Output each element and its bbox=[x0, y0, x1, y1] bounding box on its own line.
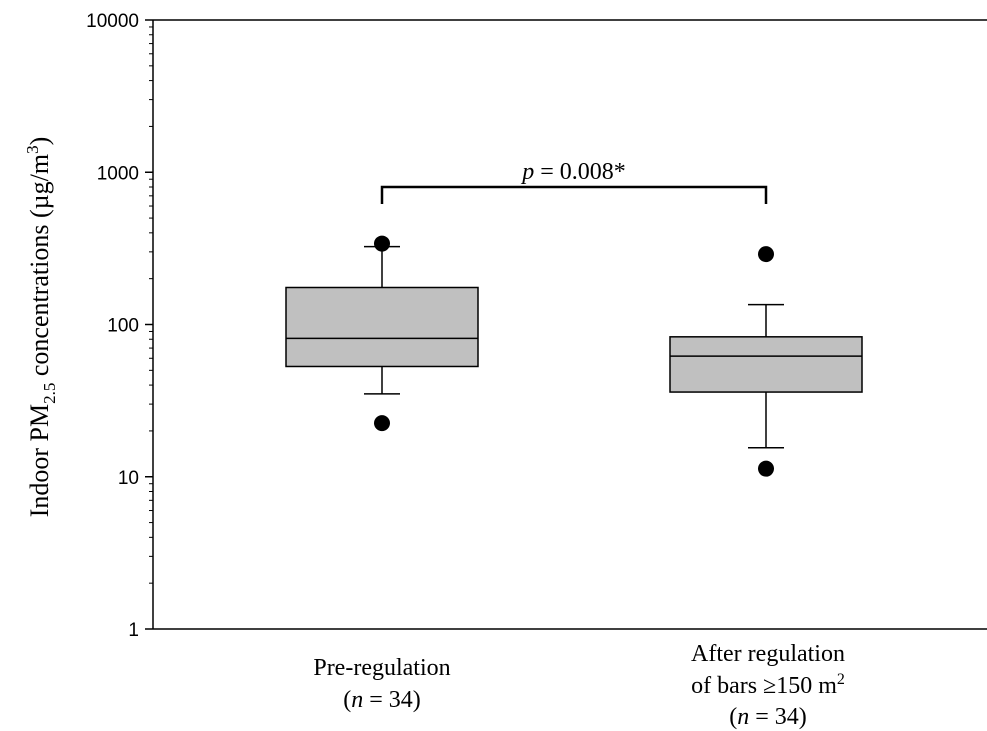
category-label-after-line2-sup: 2 bbox=[837, 671, 845, 688]
category-label-after-line1: After regulation bbox=[691, 641, 845, 667]
category-label-pre-n-symbol: n bbox=[351, 687, 363, 713]
y-tick-label: 100 bbox=[107, 316, 139, 337]
box-iqr bbox=[669, 336, 863, 393]
box-group bbox=[285, 235, 479, 432]
outlier-point bbox=[758, 246, 774, 263]
y-tick-label: 10 bbox=[118, 468, 139, 489]
y-axis-label-prefix: Indoor PM bbox=[25, 404, 54, 517]
category-label-after-line3: (n = 34) bbox=[729, 704, 807, 730]
y-axis-label: Indoor PM2.5 concentrations (µg/m3) bbox=[23, 137, 59, 518]
box-group bbox=[669, 246, 863, 477]
category-label-pre-line1: Pre-regulation bbox=[313, 655, 450, 681]
box-series bbox=[285, 235, 863, 477]
outlier-point bbox=[374, 235, 390, 252]
category-label-after-n-value: = 34) bbox=[749, 704, 807, 730]
p-value-text: = 0.008* bbox=[534, 159, 626, 185]
y-axis-ticks: 1 10 100 1000 10000 bbox=[86, 11, 153, 641]
category-label-after-line2: of bars ≥150 m2 bbox=[691, 671, 845, 699]
y-axis-label-subscript: 2.5 bbox=[40, 383, 59, 404]
outlier-point bbox=[374, 415, 390, 432]
y-tick-label: 1000 bbox=[97, 163, 139, 184]
box-iqr bbox=[285, 286, 479, 368]
category-label-after-n-symbol: n bbox=[737, 704, 749, 730]
x-axis-category-labels: Pre-regulation (n = 34) After regulation… bbox=[313, 641, 845, 730]
category-label-pre-n-value: = 34) bbox=[363, 687, 421, 713]
category-label-after-line2-text: of bars ≥150 m bbox=[691, 673, 837, 699]
y-axis-label-suffix: ) bbox=[25, 137, 54, 146]
category-label-pre-line2: (n = 34) bbox=[343, 687, 421, 713]
category-label-pre-n-open: ( bbox=[343, 687, 351, 713]
p-value-annotation: p = 0.008* bbox=[520, 159, 626, 185]
y-axis-label-middle: concentrations (µg/m bbox=[25, 154, 54, 383]
p-symbol: p bbox=[520, 159, 534, 185]
outlier-point bbox=[758, 460, 774, 477]
y-tick-label: 10000 bbox=[86, 11, 139, 32]
significance-bracket bbox=[380, 185, 768, 205]
y-tick-label: 1 bbox=[128, 620, 139, 641]
y-axis-label-superscript: 3 bbox=[23, 145, 42, 154]
category-label-after-n-open: ( bbox=[729, 704, 737, 730]
